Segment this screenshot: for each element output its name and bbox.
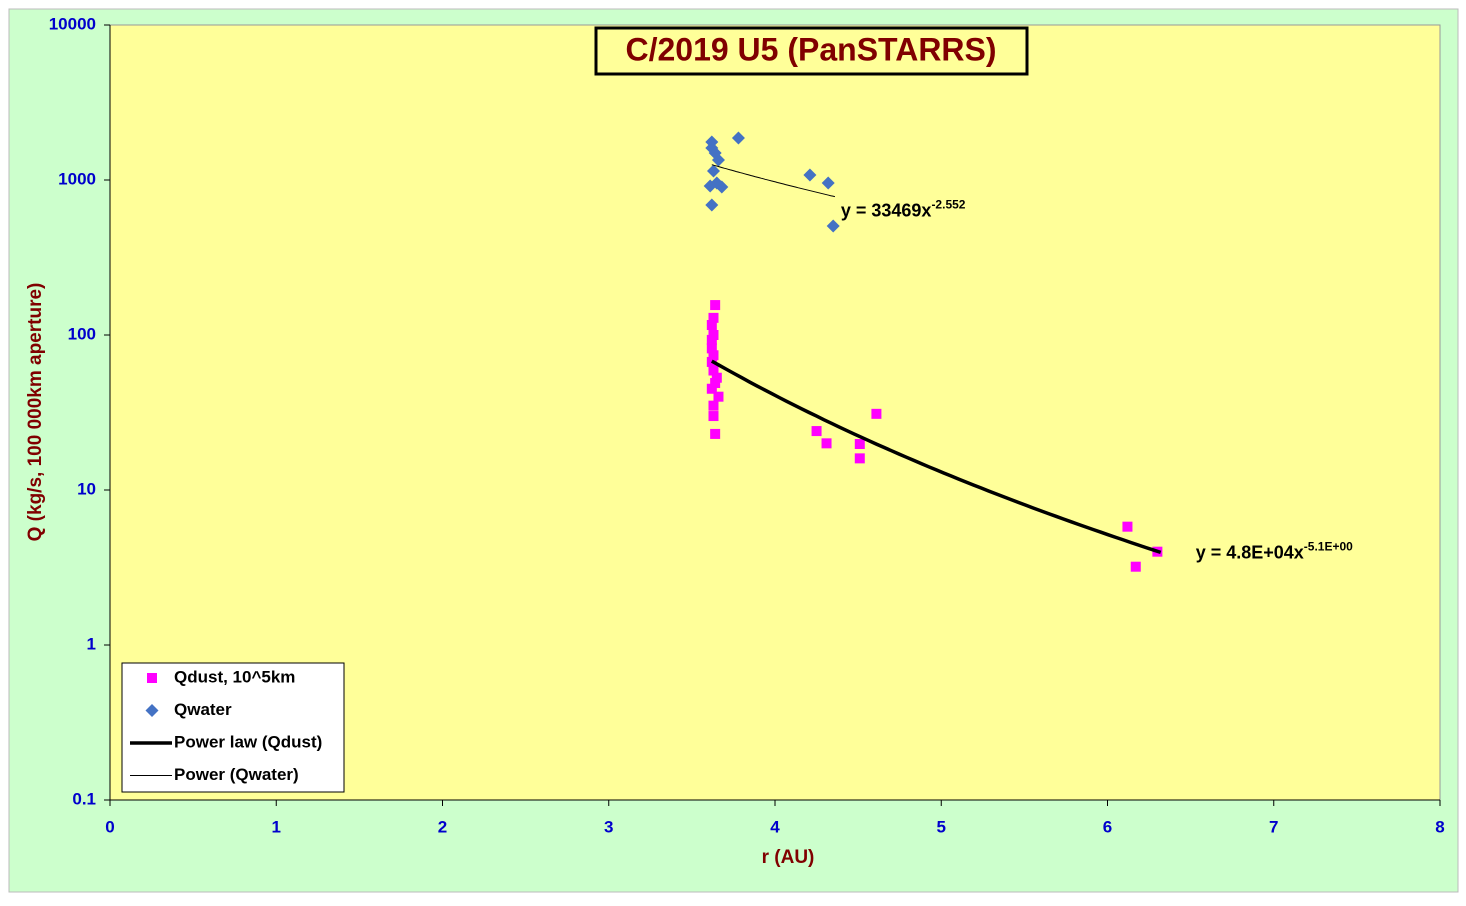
x-tick-label: 2 xyxy=(438,817,447,836)
chart-title: C/2019 U5 (PanSTARRS) xyxy=(625,31,996,67)
equation-text: y = 4.8E+04x xyxy=(1196,542,1304,562)
data-point xyxy=(713,391,724,402)
data-point xyxy=(715,180,729,194)
legend-label: Qwater xyxy=(174,700,232,719)
data-point xyxy=(711,153,725,167)
data-point xyxy=(708,350,719,361)
data-point xyxy=(708,411,719,422)
legend-label: Qdust, 10^5km xyxy=(174,667,295,686)
x-tick-label: 1 xyxy=(272,817,281,836)
data-point xyxy=(710,300,721,311)
data-point xyxy=(731,131,745,145)
title-box xyxy=(594,26,1029,76)
data-point xyxy=(803,168,817,182)
x-tick-label: 4 xyxy=(770,817,780,836)
x-tick-label: 3 xyxy=(604,817,613,836)
trend-equation: y = 33469x-2.552 xyxy=(841,198,966,221)
x-tick-label: 5 xyxy=(937,817,946,836)
data-point xyxy=(821,176,835,190)
data-point xyxy=(711,372,722,383)
legend-marker xyxy=(147,673,157,683)
y-tick-label: 100 xyxy=(68,324,96,343)
equation-text: y = 33469x xyxy=(841,201,932,221)
y-tick-label: 10000 xyxy=(49,14,96,33)
legend-label: Power law (Qdust) xyxy=(174,732,322,751)
legend-label: Power (Qwater) xyxy=(174,765,299,784)
data-point xyxy=(826,219,840,233)
x-tick-label: 0 xyxy=(105,817,114,836)
data-point xyxy=(706,164,720,178)
data-point xyxy=(708,365,719,376)
trend-line xyxy=(710,359,1162,555)
legend-marker xyxy=(145,704,159,717)
x-axis-label: r (AU) xyxy=(762,847,815,868)
legend xyxy=(121,662,345,793)
data-point xyxy=(854,453,865,464)
trend-equation: y = 4.8E+04x-5.1E+00 xyxy=(1196,539,1353,562)
x-tick-label: 7 xyxy=(1269,817,1278,836)
x-tick-label: 6 xyxy=(1103,817,1112,836)
equation-exponent: -5.1E+00 xyxy=(1304,539,1353,553)
data-point xyxy=(706,343,717,354)
y-tick-label: 1 xyxy=(87,634,96,653)
data-point xyxy=(821,438,832,449)
y-tick-label: 1000 xyxy=(58,169,96,188)
y-tick-label: 10 xyxy=(77,479,96,498)
data-point xyxy=(1122,521,1133,532)
trend-line xyxy=(711,164,836,198)
data-point xyxy=(811,426,822,437)
equation-exponent: -2.552 xyxy=(931,198,965,212)
y-tick-label: 0.1 xyxy=(72,789,96,808)
data-point xyxy=(708,400,719,411)
data-point xyxy=(854,439,865,450)
data-point xyxy=(705,198,719,212)
data-point xyxy=(706,334,717,345)
data-point xyxy=(710,378,721,389)
data-point xyxy=(708,312,719,323)
data-point xyxy=(710,428,721,439)
data-point xyxy=(706,383,717,394)
data-point xyxy=(1130,561,1141,572)
x-tick-label: 8 xyxy=(1435,817,1444,836)
data-point xyxy=(871,408,882,419)
y-axis-label: Q (kg/s, 100 000km aperture) xyxy=(25,283,46,542)
data-point xyxy=(706,320,717,331)
